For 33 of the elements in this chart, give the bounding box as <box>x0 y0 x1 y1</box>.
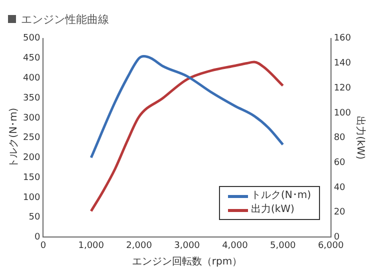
chart-title: エンジン性能曲線 <box>21 12 109 26</box>
y-axis-title: トルク(N･m) <box>8 108 20 168</box>
y-tick-label: 500 <box>22 34 40 44</box>
x-tick-label: 1,000 <box>78 240 104 251</box>
x-tick-label: 5,000 <box>270 240 296 251</box>
y-tick-label: 250 <box>22 133 40 144</box>
y2-tick-label: 0 <box>334 232 340 243</box>
y-tick-label: 400 <box>22 74 40 84</box>
legend-label: 出力(kW) <box>250 203 294 217</box>
y2-tick-label: 140 <box>334 58 352 69</box>
y-tick-label: 200 <box>22 153 40 164</box>
y2-axis-title: 出力(kW) <box>354 116 366 160</box>
x-tick-label: 2,000 <box>126 240 152 251</box>
x-tick-label: 6,000 <box>318 240 344 251</box>
x-tick-label: 3,000 <box>174 240 200 251</box>
y-tick-label: 50 <box>28 212 40 223</box>
y2-tick-label: 80 <box>334 133 346 144</box>
y2-tick-label: 40 <box>334 182 346 193</box>
y2-tick-label: 120 <box>334 83 352 94</box>
y2-tick-label: 160 <box>334 34 352 44</box>
y2-tick-label: 60 <box>334 158 346 168</box>
y-tick-label: 450 <box>22 54 40 64</box>
y-tick-label: 0 <box>34 232 40 243</box>
y2-tick-label: 20 <box>334 208 346 218</box>
y2-tick-label: 100 <box>334 108 352 118</box>
y-tick-label: 350 <box>22 93 40 104</box>
y-tick-label: 150 <box>22 172 40 183</box>
y-tick-label: 300 <box>22 113 40 124</box>
y-tick-label: 100 <box>22 192 40 203</box>
legend-label: トルク(N･m) <box>250 189 311 203</box>
x-tick-label: 4,000 <box>222 240 248 251</box>
x-axis-title: エンジン回転数（rpm） <box>132 256 242 268</box>
line-series <box>90 55 284 159</box>
